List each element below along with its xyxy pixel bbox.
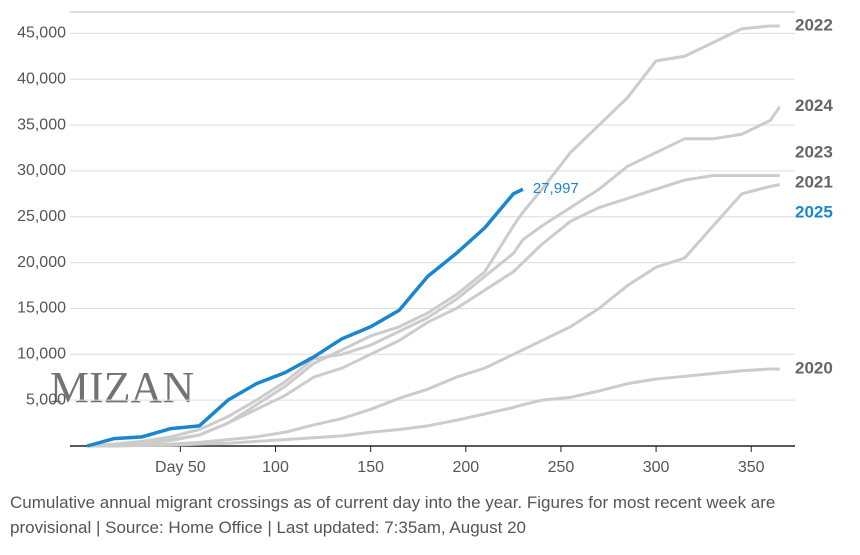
series-line	[87, 105, 782, 448]
caption: Cumulative annual migrant crossings as o…	[10, 493, 776, 537]
y-tick-label: 45,000	[17, 25, 66, 42]
series-label: 2023	[795, 143, 833, 162]
x-tick-label: 150	[357, 459, 384, 476]
x-tick-label: 100	[262, 459, 289, 476]
y-tick-label: 5,000	[26, 391, 66, 408]
series-label: 2021	[795, 173, 833, 192]
series-line	[86, 187, 524, 448]
y-tick-label: 40,000	[17, 70, 66, 87]
x-tick-label: 250	[548, 459, 575, 476]
x-tick-label: 200	[452, 459, 479, 476]
y-tick-label: 35,000	[17, 116, 66, 133]
y-tick-label: 25,000	[17, 208, 66, 225]
chart: MIZAN 5,000 10,000 15,000 20,000 25,000 30,00…	[17, 11, 833, 476]
x-tick-label: Day 50	[155, 459, 206, 476]
y-tick-label: 15,000	[17, 300, 66, 317]
y-tick-label: 30,000	[17, 162, 66, 179]
value-label: 27,997	[533, 180, 579, 197]
series-label: 2020	[795, 358, 833, 377]
y-tick-label: 20,000	[17, 254, 66, 271]
y-tick-label: 10,000	[17, 346, 66, 363]
series-label: 2024	[795, 96, 833, 115]
watermark: MIZAN	[50, 363, 194, 412]
x-tick-label: 300	[643, 459, 670, 476]
series-line	[87, 367, 780, 448]
series-label: 2022	[795, 15, 833, 34]
series-line	[87, 183, 781, 448]
series-label: 2025	[795, 203, 833, 222]
series-line	[87, 24, 780, 448]
x-tick-label: 350	[738, 459, 765, 476]
